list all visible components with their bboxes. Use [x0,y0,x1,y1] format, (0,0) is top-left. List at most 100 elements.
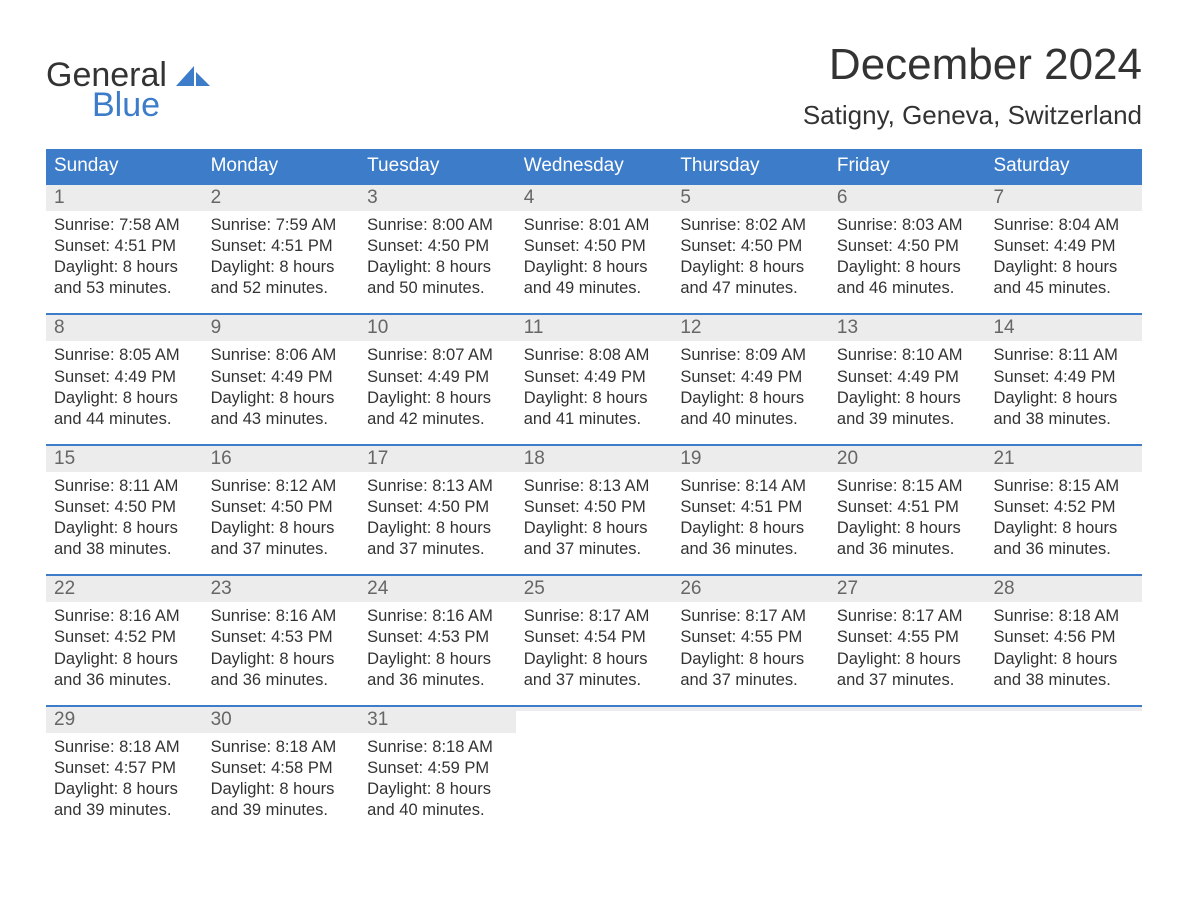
day-day1: Daylight: 8 hours [680,257,821,278]
day-number: 25 [516,576,673,602]
day-cell: 15Sunrise: 8:11 AMSunset: 4:50 PMDayligh… [46,446,203,560]
day-number-row: 31 [359,707,516,733]
day-content: Sunrise: 8:16 AMSunset: 4:53 PMDaylight:… [203,602,360,690]
day-day2: and 36 minutes. [993,539,1134,560]
day-day1: Daylight: 8 hours [367,649,508,670]
day-cell: 18Sunrise: 8:13 AMSunset: 4:50 PMDayligh… [516,446,673,560]
day-number: 26 [672,576,829,602]
day-day1: Daylight: 8 hours [367,779,508,800]
day-content: Sunrise: 8:10 AMSunset: 4:49 PMDaylight:… [829,341,986,429]
day-sunset: Sunset: 4:50 PM [837,236,978,257]
day-number: 9 [203,315,360,341]
day-number: 20 [829,446,986,472]
day-cell: 20Sunrise: 8:15 AMSunset: 4:51 PMDayligh… [829,446,986,560]
day-number: 30 [203,707,360,733]
day-content: Sunrise: 8:16 AMSunset: 4:53 PMDaylight:… [359,602,516,690]
day-sunrise: Sunrise: 8:17 AM [524,606,665,627]
day-content: Sunrise: 8:15 AMSunset: 4:52 PMDaylight:… [985,472,1142,560]
day-day1: Daylight: 8 hours [993,257,1134,278]
day-cell: 1Sunrise: 7:58 AMSunset: 4:51 PMDaylight… [46,185,203,299]
day-sunset: Sunset: 4:56 PM [993,627,1134,648]
day-content: Sunrise: 8:04 AMSunset: 4:49 PMDaylight:… [985,211,1142,299]
day-sunset: Sunset: 4:49 PM [993,367,1134,388]
day-sunset: Sunset: 4:54 PM [524,627,665,648]
day-day1: Daylight: 8 hours [54,649,195,670]
day-sunrise: Sunrise: 8:07 AM [367,345,508,366]
day-day1: Daylight: 8 hours [211,649,352,670]
day-content: Sunrise: 8:15 AMSunset: 4:51 PMDaylight:… [829,472,986,560]
day-cell: 5Sunrise: 8:02 AMSunset: 4:50 PMDaylight… [672,185,829,299]
day-sunset: Sunset: 4:50 PM [524,236,665,257]
day-cell: 8Sunrise: 8:05 AMSunset: 4:49 PMDaylight… [46,315,203,429]
day-number: 2 [203,185,360,211]
day-day2: and 37 minutes. [211,539,352,560]
day-day1: Daylight: 8 hours [680,649,821,670]
day-sunrise: Sunrise: 8:14 AM [680,476,821,497]
day-number-row: 18 [516,446,673,472]
day-sunset: Sunset: 4:51 PM [837,497,978,518]
day-day1: Daylight: 8 hours [54,388,195,409]
day-number-row: 22 [46,576,203,602]
day-sunset: Sunset: 4:50 PM [680,236,821,257]
day-day1: Daylight: 8 hours [211,518,352,539]
weekday-header-row: Sunday Monday Tuesday Wednesday Thursday… [46,149,1142,183]
day-number: 6 [829,185,986,211]
day-content: Sunrise: 8:12 AMSunset: 4:50 PMDaylight:… [203,472,360,560]
day-cell: 31Sunrise: 8:18 AMSunset: 4:59 PMDayligh… [359,707,516,821]
day-sunrise: Sunrise: 8:18 AM [211,737,352,758]
day-number-row: 20 [829,446,986,472]
day-day2: and 36 minutes. [367,670,508,691]
day-number-row: 17 [359,446,516,472]
day-sunset: Sunset: 4:55 PM [837,627,978,648]
day-day1: Daylight: 8 hours [54,518,195,539]
day-number: 3 [359,185,516,211]
day-sunrise: Sunrise: 8:18 AM [367,737,508,758]
logo-text: General Blue [46,58,210,122]
day-sunset: Sunset: 4:50 PM [54,497,195,518]
day-cell: 26Sunrise: 8:17 AMSunset: 4:55 PMDayligh… [672,576,829,690]
day-number-row [829,707,986,711]
day-sunset: Sunset: 4:50 PM [367,497,508,518]
day-day1: Daylight: 8 hours [837,388,978,409]
day-content: Sunrise: 8:18 AMSunset: 4:58 PMDaylight:… [203,733,360,821]
day-number: 19 [672,446,829,472]
day-sunrise: Sunrise: 8:00 AM [367,215,508,236]
week-row: 22Sunrise: 8:16 AMSunset: 4:52 PMDayligh… [46,574,1142,690]
day-day2: and 38 minutes. [993,670,1134,691]
day-cell [985,707,1142,821]
calendar: Sunday Monday Tuesday Wednesday Thursday… [46,149,1142,821]
day-day2: and 40 minutes. [680,409,821,430]
day-number: 23 [203,576,360,602]
day-day1: Daylight: 8 hours [993,649,1134,670]
weekday-header: Monday [203,149,360,183]
day-number-row: 19 [672,446,829,472]
day-number: 14 [985,315,1142,341]
day-day2: and 39 minutes. [211,800,352,821]
day-number-row [516,707,673,711]
day-content: Sunrise: 8:06 AMSunset: 4:49 PMDaylight:… [203,341,360,429]
day-cell: 12Sunrise: 8:09 AMSunset: 4:49 PMDayligh… [672,315,829,429]
weekday-header: Friday [829,149,986,183]
day-number-row: 7 [985,185,1142,211]
day-cell: 4Sunrise: 8:01 AMSunset: 4:50 PMDaylight… [516,185,673,299]
day-sunrise: Sunrise: 8:13 AM [524,476,665,497]
day-day1: Daylight: 8 hours [993,518,1134,539]
day-day2: and 38 minutes. [993,409,1134,430]
day-day1: Daylight: 8 hours [524,649,665,670]
day-day1: Daylight: 8 hours [367,388,508,409]
day-number: 12 [672,315,829,341]
day-day2: and 46 minutes. [837,278,978,299]
day-day1: Daylight: 8 hours [837,518,978,539]
day-sunrise: Sunrise: 8:04 AM [993,215,1134,236]
day-sunrise: Sunrise: 8:08 AM [524,345,665,366]
day-cell: 10Sunrise: 8:07 AMSunset: 4:49 PMDayligh… [359,315,516,429]
day-number: 10 [359,315,516,341]
day-sunset: Sunset: 4:49 PM [993,236,1134,257]
day-day2: and 43 minutes. [211,409,352,430]
day-sunset: Sunset: 4:51 PM [54,236,195,257]
day-number: 22 [46,576,203,602]
day-content: Sunrise: 8:17 AMSunset: 4:54 PMDaylight:… [516,602,673,690]
day-cell: 19Sunrise: 8:14 AMSunset: 4:51 PMDayligh… [672,446,829,560]
day-cell [672,707,829,821]
day-sunset: Sunset: 4:49 PM [211,367,352,388]
